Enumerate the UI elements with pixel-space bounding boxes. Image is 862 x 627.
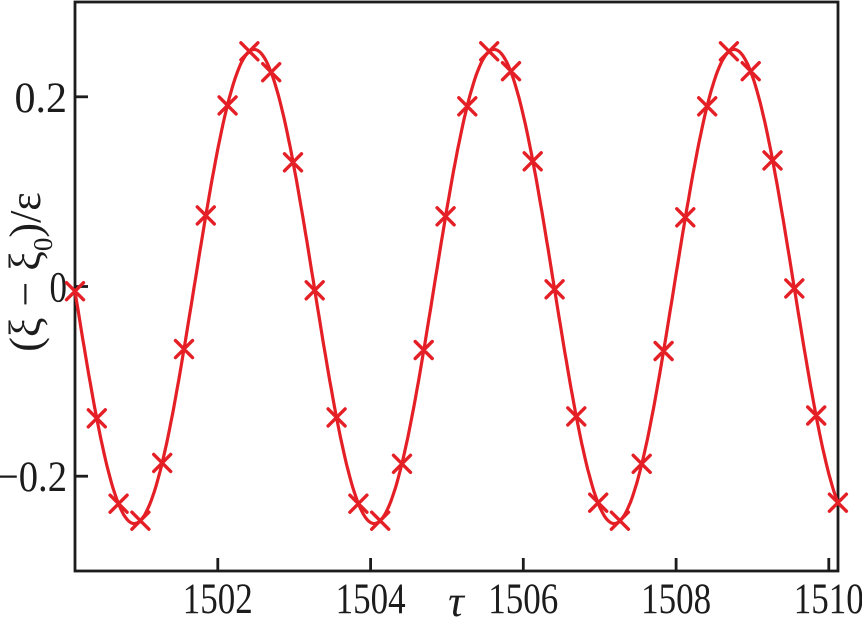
x-tick-label: 1504 [336,576,406,623]
y-tick-label: 0 [50,265,68,312]
x-axis-title: τ [448,577,466,626]
y-axis-title-subscript: 0 [28,238,58,252]
y-axis-title: (ξ − ξ0)/ε [1,192,58,352]
y-tick-label: −0.2 [0,454,67,501]
x-tick-label: 1502 [183,576,253,623]
y-axis-title-suffix: )/ε [1,192,50,237]
y-tick-label: 0.2 [15,75,68,122]
data-point-markers [64,41,849,531]
plot-frame [73,0,840,573]
fit-curve-line [73,47,840,526]
x-tick-label: 1508 [641,576,711,623]
x-tick-label: 1506 [488,576,558,623]
y-axis-title-prefix: (ξ − ξ [1,251,50,352]
x-tick-label: 1510 [794,576,862,623]
